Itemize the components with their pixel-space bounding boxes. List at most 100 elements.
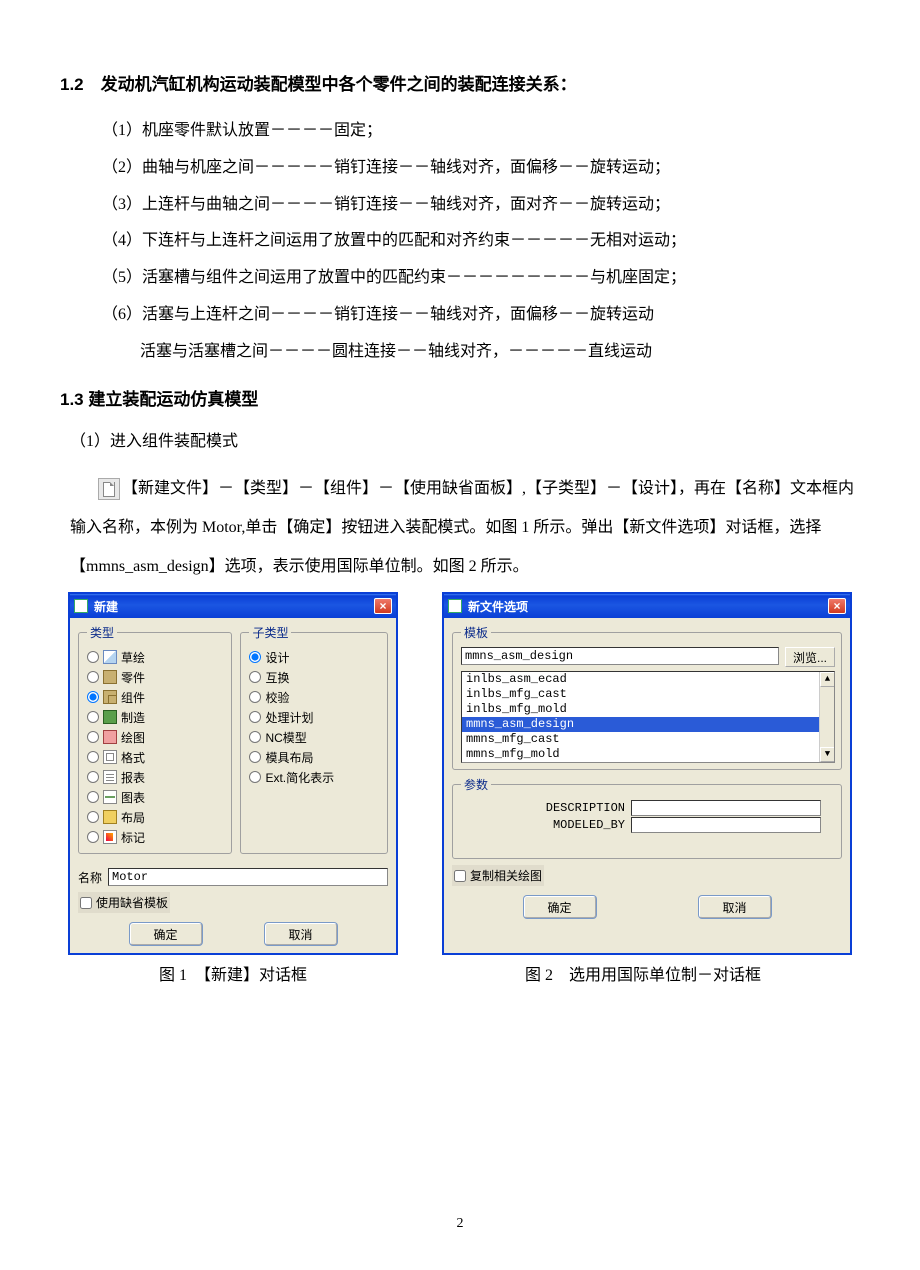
heading-1-2: 1.2 发动机汽缸机构运动装配模型中各个零件之间的装配连接关系：: [60, 70, 860, 95]
type-option[interactable]: 绘图: [87, 727, 225, 747]
type-option[interactable]: 零件: [87, 667, 225, 687]
param-modeledby-label: MODELED_BY: [461, 818, 631, 832]
subtype-option[interactable]: 处理计划: [249, 707, 381, 727]
type-legend: 类型: [87, 624, 117, 641]
param-modeledby-input[interactable]: [631, 817, 821, 833]
browse-button[interactable]: 浏览...: [785, 647, 835, 667]
template-list-item[interactable]: mmns_mfg_cast: [462, 732, 834, 747]
template-list[interactable]: inlbs_asm_ecadinlbs_mfg_castinlbs_mfg_mo…: [461, 671, 835, 763]
titlebar-options: 新文件选项 ×: [444, 594, 850, 618]
name-input[interactable]: [108, 868, 388, 886]
titlebar-title: 新建: [94, 598, 118, 615]
scroll-down-icon[interactable]: ▼: [820, 747, 835, 762]
template-legend: 模板: [461, 624, 491, 641]
type-icon: [103, 750, 117, 764]
type-option[interactable]: 组件: [87, 687, 225, 707]
type-label: 制造: [121, 709, 145, 726]
type-radio[interactable]: [87, 811, 99, 823]
titlebar-icon: [74, 599, 88, 613]
subtype-label: NC模型: [265, 729, 306, 746]
list-item-2: （2）曲轴与机座之间－－－－－销钉连接－－轴线对齐，面偏移－－旋转运动；: [102, 150, 860, 187]
type-radio[interactable]: [87, 711, 99, 723]
list-item-1: （1）机座零件默认放置－－－－固定；: [102, 113, 860, 150]
template-list-item[interactable]: inlbs_mfg_cast: [462, 687, 834, 702]
subtype-radio[interactable]: [249, 771, 261, 783]
param-description-label: DESCRIPTION: [461, 801, 631, 815]
type-option[interactable]: 图表: [87, 787, 225, 807]
cancel-button[interactable]: 取消: [699, 896, 771, 918]
close-icon[interactable]: ×: [828, 598, 846, 614]
type-option[interactable]: 草绘: [87, 647, 225, 667]
type-icon: [103, 710, 117, 724]
figure-1-caption: 图 1 【新建】对话框: [68, 961, 398, 985]
subtype-radio[interactable]: [249, 651, 261, 663]
type-option[interactable]: 报表: [87, 767, 225, 787]
close-icon[interactable]: ×: [374, 598, 392, 614]
sub-heading-1: （1）进入组件装配模式: [70, 424, 860, 459]
ok-button[interactable]: 确定: [524, 896, 596, 918]
titlebar-new: 新建 ×: [70, 594, 396, 618]
type-radio[interactable]: [87, 771, 99, 783]
template-list-item[interactable]: inlbs_asm_ecad: [462, 672, 834, 687]
type-radio[interactable]: [87, 671, 99, 683]
titlebar-title: 新文件选项: [468, 598, 528, 615]
subtype-radio[interactable]: [249, 671, 261, 683]
heading-1-3: 1.3 建立装配运动仿真模型: [60, 385, 860, 410]
type-icon: [103, 810, 117, 824]
subtype-option[interactable]: 互换: [249, 667, 381, 687]
copy-drawing-checkbox[interactable]: [454, 870, 466, 882]
type-icon: [103, 670, 117, 684]
subtype-label: 设计: [265, 649, 289, 666]
subtype-label: 校验: [265, 689, 289, 706]
type-label: 图表: [121, 789, 145, 806]
param-description-input[interactable]: [631, 800, 821, 816]
subtype-radio[interactable]: [249, 691, 261, 703]
ok-button[interactable]: 确定: [130, 923, 202, 945]
subtype-radio[interactable]: [249, 731, 261, 743]
type-radio[interactable]: [87, 691, 99, 703]
template-list-item[interactable]: mmns_asm_design: [462, 717, 834, 732]
type-icon: [103, 730, 117, 744]
scrollbar[interactable]: ▲ ▼: [819, 672, 834, 762]
type-option[interactable]: 制造: [87, 707, 225, 727]
template-input[interactable]: [461, 647, 779, 665]
type-label: 组件: [121, 689, 145, 706]
scroll-up-icon[interactable]: ▲: [820, 672, 835, 687]
template-fieldset: 模板 浏览... inlbs_asm_ecadinlbs_mfg_castinl…: [452, 624, 842, 770]
type-radio[interactable]: [87, 831, 99, 843]
subtype-label: 互换: [265, 669, 289, 686]
list-item-3: （3）上连杆与曲轴之间－－－－销钉连接－－轴线对齐，面对齐－－旋转运动；: [102, 187, 860, 224]
type-radio[interactable]: [87, 651, 99, 663]
subtype-option[interactable]: 校验: [249, 687, 381, 707]
param-fieldset: 参数 DESCRIPTION MODELED_BY: [452, 776, 842, 859]
type-label: 零件: [121, 669, 145, 686]
type-option[interactable]: 标记: [87, 827, 225, 847]
default-template-checkbox[interactable]: [80, 897, 92, 909]
cancel-button[interactable]: 取消: [265, 923, 337, 945]
type-label: 报表: [121, 769, 145, 786]
subtype-radio[interactable]: [249, 751, 261, 763]
titlebar-icon: [448, 599, 462, 613]
type-option[interactable]: 布局: [87, 807, 225, 827]
type-radio[interactable]: [87, 751, 99, 763]
template-list-item[interactable]: inlbs_mfg_mold: [462, 702, 834, 717]
type-icon: [103, 770, 117, 784]
type-radio[interactable]: [87, 791, 99, 803]
default-template-label: 使用缺省模板: [96, 894, 168, 911]
subtype-label: 处理计划: [265, 709, 313, 726]
paragraph-text: 【新建文件】－【类型】－【组件】－【使用缺省面板】,【子类型】－【设计】，再在【…: [70, 480, 854, 575]
subtype-option[interactable]: 设计: [249, 647, 381, 667]
template-list-item[interactable]: mmns_mfg_mold: [462, 747, 834, 762]
copy-drawing-label: 复制相关绘图: [470, 867, 542, 884]
subtype-label: 模具布局: [265, 749, 313, 766]
type-radio[interactable]: [87, 731, 99, 743]
figure-2-caption: 图 2 选用用国际单位制－对话框: [438, 961, 848, 985]
subtype-option[interactable]: NC模型: [249, 727, 381, 747]
type-option[interactable]: 格式: [87, 747, 225, 767]
list-item-4: （4）下连杆与上连杆之间运用了放置中的匹配和对齐约束－－－－－无相对运动；: [102, 223, 860, 260]
paragraph-1: 【新建文件】－【类型】－【组件】－【使用缺省面板】,【子类型】－【设计】，再在【…: [70, 469, 860, 587]
subtype-option[interactable]: 模具布局: [249, 747, 381, 767]
new-dialog: 新建 × 类型 草绘零件组件制造绘图格式报表图表布局标记 子类型 设计互换校验处…: [68, 592, 398, 955]
subtype-radio[interactable]: [249, 711, 261, 723]
subtype-option[interactable]: Ext.简化表示: [249, 767, 381, 787]
